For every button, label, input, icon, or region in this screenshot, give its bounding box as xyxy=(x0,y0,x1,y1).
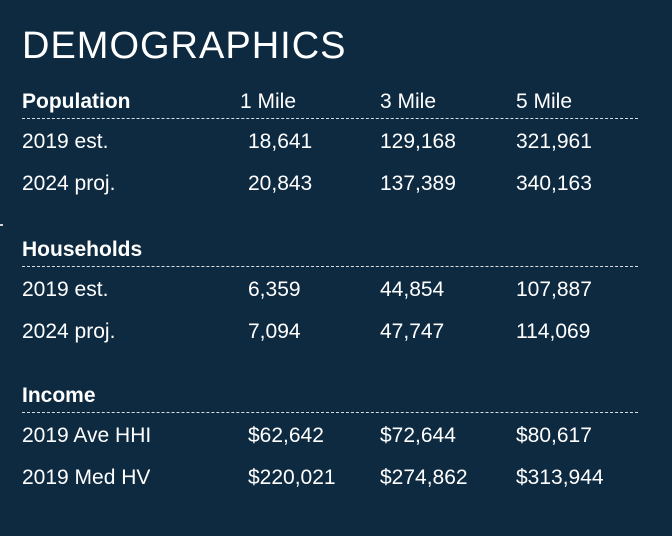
value-5-mile: 114,069 xyxy=(516,320,591,343)
value-3-mile: 137,389 xyxy=(380,172,456,195)
column-header-3-mile: 3 Mile xyxy=(380,90,437,113)
column-header-5-mile: 5 Mile xyxy=(516,90,573,113)
households-label: Households xyxy=(22,238,143,261)
table-row: 2024 proj. 7,094 47,747 114,069 xyxy=(22,309,638,351)
population-label: Population xyxy=(22,90,131,113)
row-label: 2024 proj. xyxy=(22,172,116,195)
value-3-mile: 129,168 xyxy=(380,130,456,153)
table-row: 2019 est. 18,641 129,168 321,961 xyxy=(22,119,638,161)
table-row: 2019 est. 6,359 44,854 107,887 xyxy=(22,267,638,309)
value-3-mile: $274,862 xyxy=(380,466,468,489)
households-header: Households xyxy=(22,236,638,267)
row-label: 2024 proj. xyxy=(22,320,116,343)
value-1-mile: $220,021 xyxy=(248,466,336,489)
population-section: Population 1 Mile 3 Mile 5 Mile 2019 est… xyxy=(22,88,638,203)
table-row: 2019 Med HV $220,021 $274,862 $313,944 xyxy=(22,455,638,497)
value-3-mile: 44,854 xyxy=(380,278,445,301)
value-1-mile: 7,094 xyxy=(248,320,301,343)
value-5-mile: $313,944 xyxy=(516,466,604,489)
value-3-mile: $72,644 xyxy=(380,424,456,447)
row-label: 2019 est. xyxy=(22,278,109,301)
edge-tick-mark xyxy=(0,224,3,226)
row-label: 2019 Ave HHI xyxy=(22,424,152,447)
population-header: Population 1 Mile 3 Mile 5 Mile xyxy=(22,88,638,119)
value-1-mile: $62,642 xyxy=(248,424,324,447)
households-section: Households 2019 est. 6,359 44,854 107,88… xyxy=(22,236,638,351)
income-label: Income xyxy=(22,384,96,407)
income-section: Income 2019 Ave HHI $62,642 $72,644 $80,… xyxy=(22,382,638,497)
column-header-1-mile: 1 Mile xyxy=(240,90,297,113)
table-row: 2019 Ave HHI $62,642 $72,644 $80,617 xyxy=(22,413,638,455)
value-1-mile: 6,359 xyxy=(248,278,301,301)
value-5-mile: $80,617 xyxy=(516,424,592,447)
value-1-mile: 20,843 xyxy=(248,172,313,195)
value-5-mile: 340,163 xyxy=(516,172,592,195)
table-row: 2024 proj. 20,843 137,389 340,163 xyxy=(22,161,638,203)
value-5-mile: 107,887 xyxy=(516,278,592,301)
value-1-mile: 18,641 xyxy=(248,130,313,153)
income-header: Income xyxy=(22,382,638,413)
row-label: 2019 Med HV xyxy=(22,466,151,489)
page-title: DEMOGRAPHICS xyxy=(22,25,347,67)
value-3-mile: 47,747 xyxy=(380,320,445,343)
row-label: 2019 est. xyxy=(22,130,109,153)
value-5-mile: 321,961 xyxy=(516,130,592,153)
